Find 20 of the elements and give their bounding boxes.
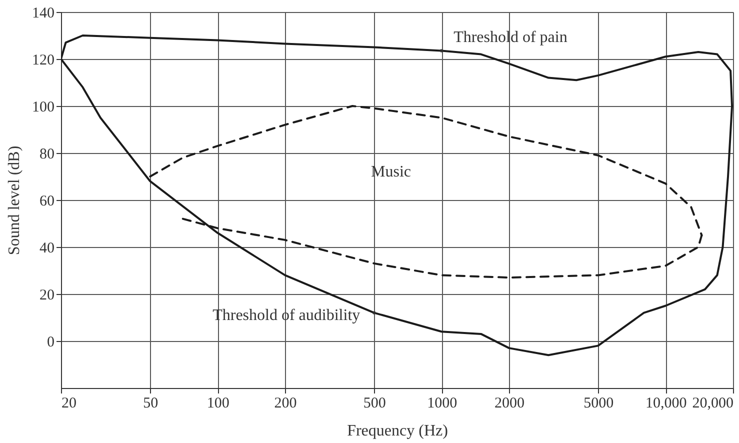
y-tick-label: 120: [32, 52, 54, 68]
y-tick-label: 40: [40, 240, 54, 256]
y-axis-title: Sound level (dB): [6, 146, 23, 256]
x-tick-label: 20: [62, 396, 76, 412]
y-tick-label: 0: [47, 334, 54, 350]
x-tick-label: 2000: [494, 396, 524, 412]
x-tick-label: 5000: [584, 396, 614, 412]
y-tick-label: 100: [32, 100, 54, 116]
x-tick-label: 500: [363, 396, 386, 412]
x-tick-label: 20,000: [692, 396, 734, 412]
x-tick-label: 200: [274, 396, 297, 412]
y-tick-label: 20: [40, 288, 54, 304]
x-tick-label: 10,000: [645, 396, 687, 412]
y-tick-label: 60: [40, 194, 54, 210]
x-tick-label: 100: [206, 396, 230, 412]
x-tick-label: 1000: [427, 396, 458, 412]
x-tick-label: 50: [143, 396, 158, 412]
y-tick-label: 80: [40, 146, 54, 162]
y-tick-label: 140: [32, 6, 54, 22]
x-axis-title: Frequency (Hz): [347, 422, 448, 440]
